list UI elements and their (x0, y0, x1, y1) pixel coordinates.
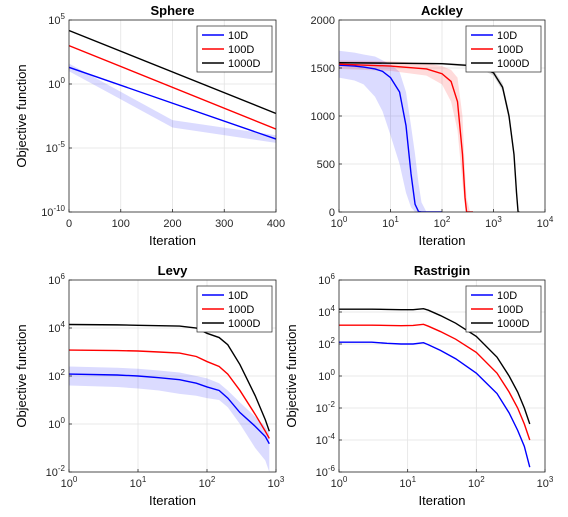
x-tick-label: 102 (468, 475, 485, 490)
y-tick-label: 10-4 (316, 432, 336, 447)
series-line-1000d (69, 29, 276, 115)
x-tick-label: 0 (66, 218, 72, 230)
y-tick-label: 10-6 (316, 464, 336, 479)
y-tick-label: 102 (48, 368, 65, 383)
legend: 10D 100D 1000D (465, 25, 542, 73)
plot-area (69, 29, 276, 143)
y-tick-label: 106 (48, 272, 65, 287)
chart-ackley: 100 101 102 103 104 0 500 1000 1500 2000 Ackley Ite… (311, 3, 554, 248)
legend-label-10d: 10D (228, 30, 248, 42)
y-tick-label: 10-5 (46, 140, 66, 155)
legend-label-1000d: 1000D (497, 318, 529, 330)
series-line-1000d (339, 62, 520, 212)
chart-title: Sphere (150, 3, 194, 18)
legend-label-1000d: 1000D (497, 58, 529, 70)
legend-label-10d: 10D (228, 290, 248, 302)
x-tick-label: 101 (382, 215, 399, 230)
series-line-1000d (339, 308, 531, 425)
y-tick-label: 106 (318, 272, 335, 287)
x-tick-label: 104 (537, 215, 554, 230)
x-tick-label: 100 (331, 475, 348, 490)
x-axis-label: Iteration (419, 233, 466, 248)
legend: 10D 100D 1000D (465, 285, 542, 333)
plot-area (339, 308, 531, 468)
series-line-100d (69, 44, 276, 130)
y-tick-label: 1000 (311, 111, 335, 123)
y-tick-label: 105 (48, 12, 65, 27)
legend: 10D 100D 1000D (196, 285, 273, 333)
y-tick-label: 104 (48, 320, 65, 335)
legend-label-1000d: 1000D (228, 318, 260, 330)
y-tick-label: 2000 (311, 15, 335, 27)
y-tick-label: 102 (318, 336, 335, 351)
y-tick-label: 104 (318, 304, 335, 319)
chart-title: Rastrigin (414, 263, 470, 278)
series-line-10d (69, 66, 276, 140)
series-line-100d (339, 63, 474, 212)
legend-label-100d: 100D (497, 44, 523, 56)
legend-label-10d: 10D (497, 30, 517, 42)
legend-label-1000d: 1000D (228, 58, 260, 70)
series-line-10d (339, 64, 442, 212)
x-tick-label: 102 (199, 475, 216, 490)
chart-sphere: 0 100 200 300 400 10-10 10-5 100 105 Sphere Iterat… (14, 3, 285, 248)
legend-label-10d: 10D (497, 290, 517, 302)
y-tick-label: 10-2 (316, 400, 336, 415)
y-tick-label: 500 (317, 159, 335, 171)
x-tick-label: 101 (399, 475, 416, 490)
series-line-1000d (69, 323, 270, 432)
x-tick-label: 101 (130, 475, 147, 490)
x-axis-label: Iteration (419, 493, 466, 508)
y-tick-label: 100 (48, 416, 65, 431)
y-axis-label: Objective function (14, 324, 29, 427)
x-axis-label: Iteration (149, 493, 196, 508)
y-axis-label: Objective function (14, 64, 29, 167)
series-line-100d (69, 349, 270, 439)
series-band-10d (339, 50, 427, 212)
y-tick-label: 0 (329, 207, 335, 219)
plot-area (69, 323, 270, 472)
x-tick-label: 103 (268, 475, 285, 490)
y-tick-label: 10-2 (46, 464, 66, 479)
x-tick-label: 100 (112, 218, 130, 230)
x-tick-label: 300 (215, 218, 233, 230)
series-band-10d (69, 63, 276, 143)
legend-label-100d: 100D (228, 304, 254, 316)
plot-area (339, 50, 520, 212)
legend-label-100d: 100D (228, 44, 254, 56)
chart-title: Ackley (421, 3, 464, 18)
legend-label-100d: 100D (497, 304, 523, 316)
y-tick-label: 100 (318, 368, 335, 383)
series-line-10d (339, 341, 531, 468)
y-tick-label: 1500 (311, 63, 335, 75)
series-line-10d (69, 373, 270, 445)
x-tick-label: 400 (267, 218, 285, 230)
x-tick-label: 100 (61, 475, 78, 490)
x-tick-label: 102 (434, 215, 451, 230)
chart-rastrigin: 100 101 102 103 10-6 10-4 10-2 100 102 104 106 Rast… (284, 263, 554, 508)
x-tick-label: 103 (485, 215, 502, 230)
x-tick-label: 100 (331, 215, 348, 230)
x-tick-label: 103 (537, 475, 554, 490)
y-tick-label: 100 (48, 76, 65, 91)
legend: 10D 100D 1000D (196, 25, 273, 73)
chart-title: Levy (158, 263, 188, 278)
y-tick-label: 10-10 (41, 204, 65, 219)
series-line-100d (339, 323, 531, 441)
y-axis-label: Objective function (284, 324, 299, 427)
series-band-10d (69, 366, 270, 472)
x-tick-label: 200 (163, 218, 181, 230)
x-axis-label: Iteration (149, 233, 196, 248)
